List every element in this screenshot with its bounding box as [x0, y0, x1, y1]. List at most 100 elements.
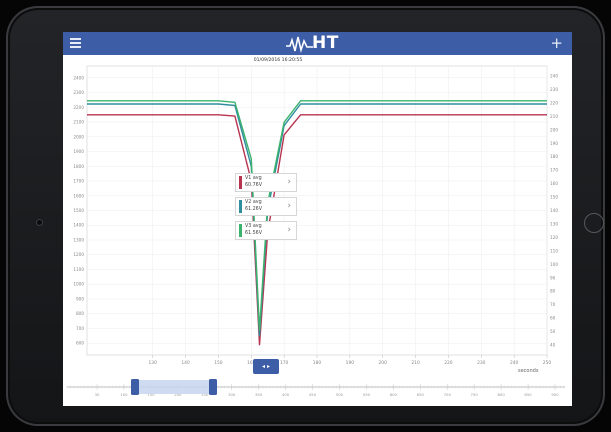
range-nav-button[interactable]: ◂ ▸: [253, 359, 279, 374]
series-line-v1-avg: [87, 114, 547, 346]
y-left-tick-label: 2200: [73, 105, 84, 110]
y-right-tick-label: 150: [550, 195, 558, 200]
y-left-tick-label: 900: [76, 296, 84, 301]
chevron-right-icon: ›: [287, 225, 291, 235]
legend-value: 61.26V: [245, 207, 263, 212]
legend-name: V3 avg: [245, 224, 262, 229]
x-tick-label: 190: [346, 360, 355, 366]
legend-tooltip-v1[interactable]: V1 avg 60.76V ›: [235, 173, 297, 192]
v3-color-swatch: [239, 224, 242, 237]
navigator-tick-label: 350: [255, 392, 263, 397]
v1-color-swatch: [239, 176, 242, 189]
legend-tooltip-v2[interactable]: V2 avg 61.26V ›: [235, 197, 297, 216]
y-left-tick-label: 1800: [73, 164, 84, 169]
legend-name: V2 avg: [245, 200, 262, 205]
y-right-tick-label: 110: [550, 248, 558, 253]
x-tick-label: 230: [477, 360, 486, 366]
x-tick-label: 180: [313, 360, 322, 366]
y-right-tick-label: 170: [550, 168, 558, 173]
navigator-tick-label: 850: [524, 392, 532, 397]
x-tick-label: 210: [411, 360, 420, 366]
x-tick-label: 140: [181, 360, 190, 366]
navigator-tick-label: 300: [228, 392, 236, 397]
navigator-tick-label: 200: [174, 392, 182, 397]
y-left-tick-label: 1000: [73, 282, 84, 287]
navigator-tick-label: 900: [551, 392, 559, 397]
y-right-tick-label: 190: [550, 141, 558, 146]
chart-series: [87, 100, 547, 346]
navigator-tick-label: 550: [363, 392, 371, 397]
plus-icon[interactable]: +: [550, 34, 563, 52]
legend-tooltip-v3[interactable]: V3 avg 61.56V ›: [235, 221, 297, 240]
y-right-tick-label: 90: [550, 275, 556, 280]
hamburger-menu-icon[interactable]: [70, 38, 81, 49]
y-left-tick-label: 600: [76, 341, 84, 346]
chart-axes: 2400 2300 2200 2100 2000 1900 1800 1700 1600 1500…: [73, 74, 558, 367]
navigator-right-handle[interactable]: [209, 379, 217, 395]
y-right-tick-label: 130: [550, 221, 558, 226]
legend-name: V1 avg: [245, 176, 262, 181]
voltage-chart[interactable]: 2400230022002100200019001800170016001500…: [63, 32, 572, 406]
range-navigator: 30 100 150 200 250 300 350 400 450 500 550 600 650 70…: [66, 379, 565, 397]
x-tick-label: 160: [247, 360, 256, 366]
navigator-tick-label: 800: [497, 392, 505, 397]
y-left-tick-label: 1300: [73, 237, 84, 242]
y-left-tick-label: 2300: [73, 90, 84, 95]
x-tick-label: 220: [444, 360, 453, 366]
chevron-right-icon: ›: [287, 201, 291, 211]
navigator-tick-label: 700: [444, 392, 452, 397]
y-right-tick-label: 40: [550, 343, 556, 348]
y-left-tick-label: 700: [76, 326, 84, 331]
y-right-tick-label: 220: [550, 100, 558, 105]
ht-logo: HT: [285, 33, 355, 55]
logo-wave-icon: [286, 36, 313, 53]
navigator-tick-label: 450: [309, 392, 317, 397]
chart-timestamp: 01/09/2016 16:20:55: [253, 58, 303, 63]
navigator-tick-label: 100: [120, 392, 128, 397]
y-left-tick-label: 1100: [73, 267, 84, 272]
x-tick-label: 170: [280, 360, 289, 366]
navigator-selection: [135, 380, 213, 394]
y-right-tick-label: 240: [550, 74, 558, 79]
y-left-tick-label: 1200: [73, 252, 84, 257]
x-tick-label: 200: [379, 360, 388, 366]
app-bar: HT +: [63, 32, 572, 55]
navigator-tick-label: 500: [336, 392, 344, 397]
y-right-tick-label: 200: [550, 127, 558, 132]
y-right-tick-label: 230: [550, 87, 558, 92]
navigator-tick-label: 400: [282, 392, 290, 397]
y-left-tick-label: 1400: [73, 223, 84, 228]
chart-grid: [86, 65, 548, 356]
v2-color-swatch: [239, 200, 242, 213]
series-line-v3-avg: [87, 100, 547, 331]
y-right-tick-label: 70: [550, 302, 556, 307]
y-right-tick-label: 140: [550, 208, 558, 213]
y-left-tick-label: 2100: [73, 120, 84, 125]
front-camera: [36, 219, 43, 226]
legend-value: 61.56V: [245, 231, 263, 236]
legend-value: 60.76V: [245, 183, 263, 188]
y-right-tick-label: 50: [550, 329, 556, 334]
home-button[interactable]: [584, 213, 604, 233]
y-left-tick-label: 1500: [73, 208, 84, 213]
navigator-left-handle[interactable]: [131, 379, 139, 395]
x-axis-label: seconds: [518, 368, 539, 374]
logo-text: HT: [312, 33, 339, 53]
y-left-tick-label: 1600: [73, 193, 84, 198]
y-left-tick-label: 800: [76, 311, 84, 316]
chevron-right-icon: ›: [287, 177, 291, 187]
series-line-v2-avg: [87, 103, 547, 337]
y-right-tick-label: 120: [550, 235, 558, 240]
y-left-tick-label: 1700: [73, 179, 84, 184]
y-right-tick-label: 60: [550, 316, 556, 321]
x-tick-label: 240: [510, 360, 519, 366]
y-right-tick-label: 180: [550, 154, 558, 159]
navigator-tick-label: 30: [95, 392, 100, 397]
y-right-tick-label: 210: [550, 114, 558, 119]
x-tick-label: 250: [543, 360, 552, 366]
y-right-tick-label: 160: [550, 181, 558, 186]
y-left-tick-label: 2000: [73, 134, 84, 139]
y-left-tick-label: 2400: [73, 75, 84, 80]
y-right-tick-label: 80: [550, 289, 556, 294]
navigator-tick-label: 750: [471, 392, 479, 397]
